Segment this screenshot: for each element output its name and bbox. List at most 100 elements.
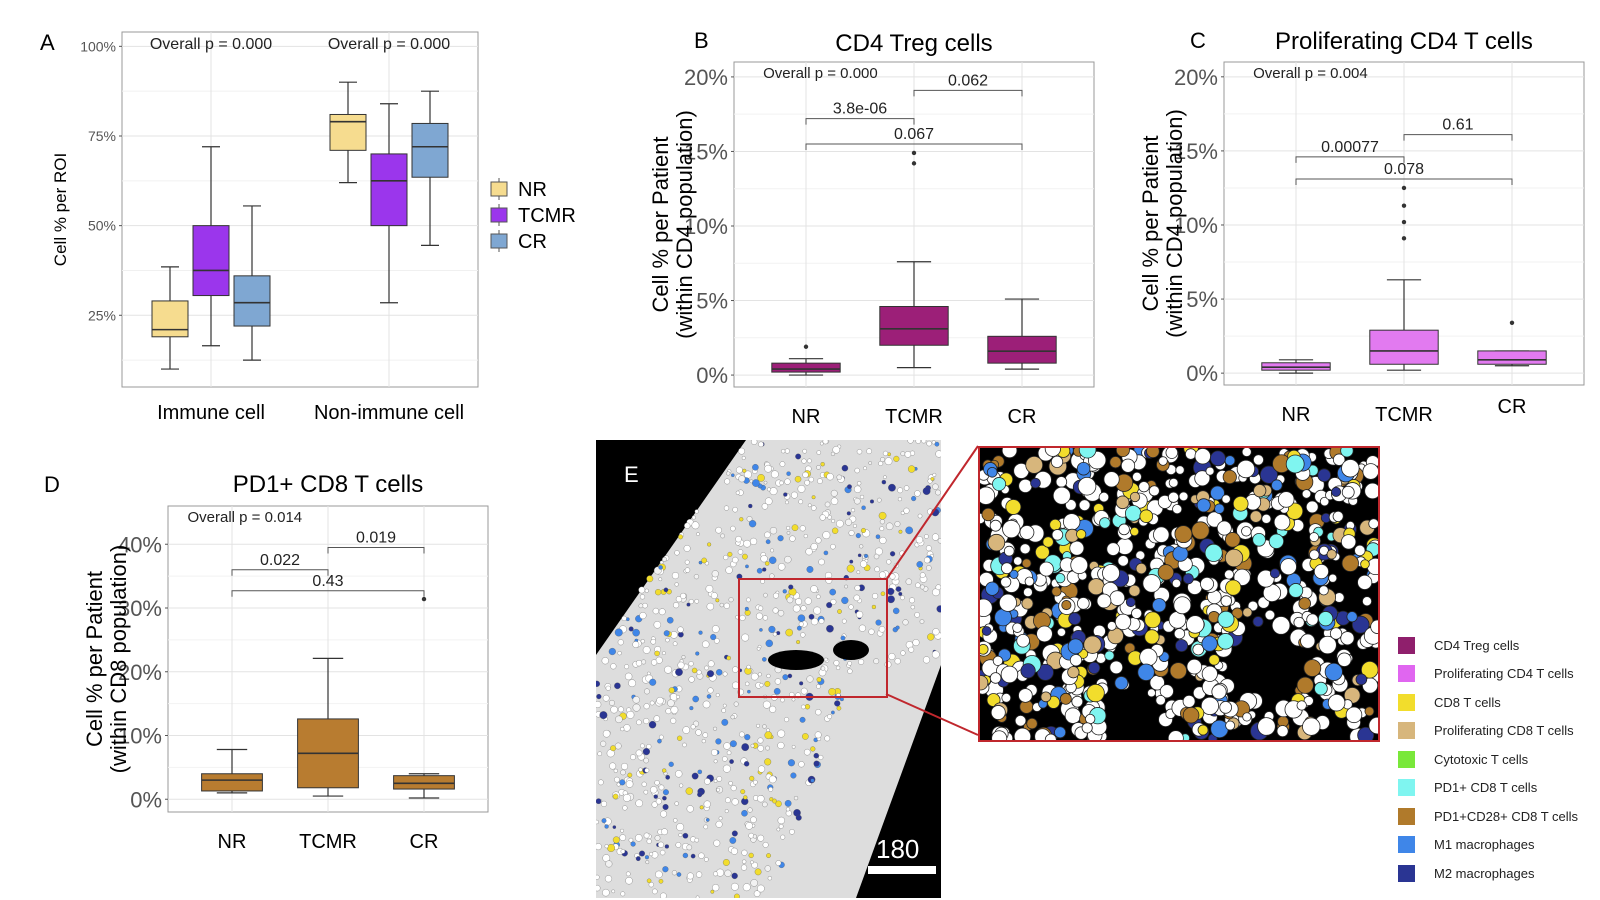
significance-bracket: 0.019: [327, 529, 425, 554]
cell: [613, 768, 618, 773]
cell: [811, 495, 816, 500]
cell: [635, 660, 643, 667]
cell: [654, 835, 661, 841]
celltype-swatch: [1398, 807, 1415, 825]
cell: [800, 605, 807, 612]
box-iqr: [370, 153, 408, 227]
cell: [723, 505, 730, 511]
cell: [753, 779, 758, 785]
cell: [1087, 661, 1101, 675]
cell: [903, 485, 910, 491]
cell: [1357, 726, 1375, 740]
panel-label-a: A: [40, 30, 55, 55]
cell: [1222, 469, 1237, 485]
x-tick-label: TCMR: [299, 831, 357, 853]
cell: [741, 456, 746, 460]
cell: [784, 448, 790, 454]
cell: [841, 464, 849, 472]
y-axis-label: Cell % per Patient(within CD4 population…: [648, 110, 697, 339]
cell: [1242, 712, 1252, 722]
scale-bar-label: 180: [876, 834, 920, 864]
cell: [1305, 500, 1319, 514]
celltype-legend-item: Cytotoxic T cells: [1398, 746, 1528, 772]
cell: [1214, 503, 1225, 514]
cell: [648, 721, 657, 729]
cell: [746, 597, 751, 603]
cell: [811, 505, 817, 511]
cell: [921, 440, 927, 444]
cell: [1165, 448, 1179, 459]
cell: [689, 706, 694, 711]
cell: [1259, 465, 1278, 484]
cell: [1221, 494, 1231, 504]
chart-title: CD4 Treg cells: [835, 30, 992, 57]
bracket-p-value: 0.078: [1384, 161, 1424, 178]
cell: [894, 521, 901, 527]
y-tick-label: 0%: [696, 363, 728, 388]
cell: [642, 602, 648, 609]
cell: [728, 597, 734, 603]
cell: [744, 606, 749, 611]
cell: [1144, 629, 1160, 645]
cell: [748, 832, 754, 839]
cell: [707, 542, 712, 547]
cell: [685, 787, 693, 795]
cell: [832, 446, 840, 454]
cell: [1184, 448, 1197, 460]
cell: [919, 619, 925, 624]
cell: [618, 706, 624, 713]
cell: [1085, 713, 1096, 725]
cell: [635, 749, 643, 757]
cell: [798, 499, 803, 505]
cell: [731, 872, 738, 880]
cell: [1051, 586, 1062, 597]
cell: [822, 440, 829, 445]
cell: [680, 592, 687, 599]
cell: [668, 761, 674, 767]
cell: [599, 711, 608, 720]
cell: [787, 673, 793, 679]
cell: [1328, 573, 1338, 583]
box-tcmr: [192, 146, 230, 347]
cell: [713, 759, 718, 764]
cell: [853, 594, 860, 602]
cell: [661, 828, 668, 836]
cell: [777, 729, 786, 738]
significance-bracket: 0.022: [231, 552, 329, 576]
cell: [777, 741, 785, 749]
cell: [760, 555, 768, 563]
cell: [604, 875, 613, 883]
cell: [662, 651, 666, 655]
cell: [1309, 532, 1319, 543]
cell: [1241, 448, 1252, 457]
cell: [682, 742, 687, 748]
cell: [757, 795, 765, 803]
bracket-p-value: 0.067: [894, 126, 934, 143]
cell: [694, 599, 699, 604]
cell: [1069, 654, 1083, 667]
cell: [752, 834, 757, 839]
cell: [823, 550, 829, 556]
cell: [778, 824, 784, 829]
cell: [654, 780, 660, 786]
y-axis-label: Cell % per Patient(within CD8 population…: [82, 545, 131, 774]
cell: [722, 764, 731, 773]
cell: [935, 489, 941, 496]
cell: [1225, 579, 1242, 596]
outlier-point: [1509, 320, 1515, 325]
cell: [1124, 505, 1142, 522]
cell: [612, 793, 619, 800]
y-tick-label: 15%: [1174, 139, 1218, 164]
cell: [746, 664, 751, 670]
cell: [1217, 633, 1234, 650]
y-tick-label: 50%: [88, 218, 116, 234]
cell: [607, 844, 616, 852]
cell: [768, 786, 774, 792]
cell: [610, 706, 618, 714]
cell: [904, 451, 912, 458]
cell: [643, 789, 649, 795]
cell: [915, 440, 921, 444]
cell: [619, 779, 626, 786]
cell: [932, 588, 940, 597]
y-axis-label-line1: Cell % per Patient: [648, 136, 673, 312]
